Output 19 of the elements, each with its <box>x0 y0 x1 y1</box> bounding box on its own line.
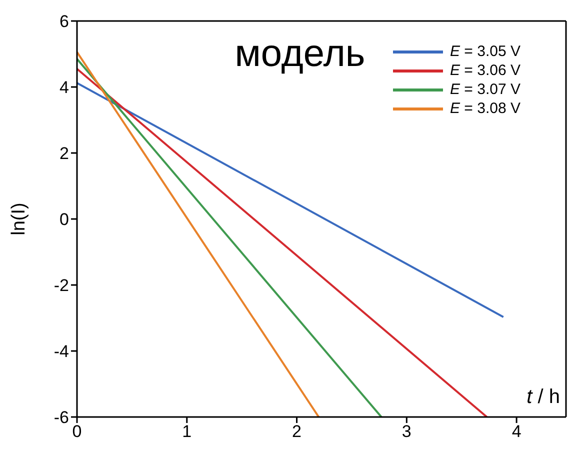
x-tick-label: 4 <box>512 422 522 442</box>
y-tick-label: 2 <box>60 144 69 164</box>
y-tick-label: 4 <box>60 78 69 98</box>
legend-label: E = 3.07 V <box>450 81 520 98</box>
legend-label: E = 3.08 V <box>450 100 520 117</box>
x-tick-label: 0 <box>72 422 82 442</box>
legend-label: E = 3.05 V <box>450 43 520 60</box>
x-tick-label: 2 <box>292 422 302 442</box>
y-tick-label: -2 <box>54 276 69 296</box>
y-axis-title: ln(I) <box>8 202 30 236</box>
y-tick-label: 6 <box>60 12 69 32</box>
x-tick-label: 1 <box>182 422 192 442</box>
y-tick-label: 0 <box>60 210 69 230</box>
y-tick-label: -6 <box>54 408 69 428</box>
x-axis-title: t / h <box>526 386 560 408</box>
x-tick-label: 3 <box>402 422 412 442</box>
legend-label: E = 3.06 V <box>450 62 520 79</box>
chart-title: модель <box>234 33 366 75</box>
y-tick-label: -4 <box>54 342 69 362</box>
